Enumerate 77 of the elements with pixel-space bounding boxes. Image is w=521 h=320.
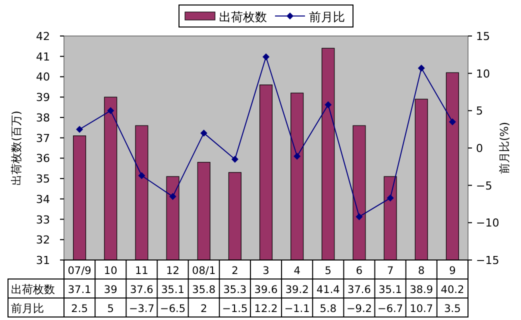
y-tick-label: 40 — [36, 70, 50, 84]
y-tick-label: 42 — [36, 30, 50, 43]
y2-tick-label: −10 — [476, 216, 500, 230]
point — [356, 213, 363, 220]
legend-label: 前月比 — [309, 10, 345, 24]
point — [231, 156, 238, 163]
x-tick-label: 11 — [135, 265, 148, 277]
y2-tick-label: −15 — [476, 254, 500, 267]
data-label: 5 — [107, 303, 114, 315]
point — [448, 118, 456, 126]
x-tick-label: 7 — [386, 265, 394, 277]
y-tick-label: 38 — [36, 111, 50, 124]
y-tick-label: 41 — [36, 50, 50, 64]
data-label: 39.2 — [285, 284, 309, 296]
point — [169, 193, 176, 200]
x-tick-label: 12 — [166, 265, 180, 277]
y-tick-label: 36 — [36, 152, 50, 166]
y-tick-label: 35 — [36, 172, 50, 186]
point — [294, 152, 301, 160]
x-tick-label: 6 — [356, 265, 363, 277]
data-label: −6.7 — [378, 303, 404, 315]
data-label: 39 — [104, 284, 118, 296]
x-tick-label: 3 — [262, 265, 270, 277]
x-tick-label: 08/1 — [192, 265, 216, 277]
data-label: −6.5 — [160, 303, 186, 315]
y2-axis-title: 前月比(%) — [498, 122, 511, 174]
point — [107, 107, 114, 114]
data-label: 35.8 — [192, 284, 216, 296]
x-tick-label: 9 — [449, 265, 456, 277]
data-label: −1.5 — [222, 303, 248, 315]
data-label: 2 — [200, 303, 208, 315]
y-tick-label: 33 — [36, 213, 50, 226]
y2-tick-label: −5 — [476, 179, 492, 192]
data-label: 41.4 — [316, 284, 340, 296]
point — [76, 126, 84, 133]
point — [138, 172, 146, 180]
text: 前月比 — [11, 302, 44, 315]
data-label: 37.6 — [348, 284, 372, 296]
data-label: −3.7 — [128, 303, 154, 315]
x-tick-label: 10 — [104, 265, 118, 277]
text: 出荷枚数 — [11, 283, 55, 296]
y-tick-label: 32 — [36, 234, 50, 247]
y2-tick-label: 15 — [476, 30, 490, 43]
y-axis-title: 出荷枚数(百万) — [10, 110, 23, 186]
data-label: 35.1 — [378, 284, 402, 296]
data-label: 5.8 — [320, 303, 337, 315]
x-tick-label: 07/9 — [68, 265, 92, 277]
x-tick-label: 5 — [324, 265, 332, 277]
point — [200, 130, 208, 137]
y2-tick-label: 10 — [476, 67, 490, 80]
x-tick-label: 2 — [232, 265, 238, 277]
y-tick-label: 34 — [36, 192, 50, 206]
data-label: 12.2 — [254, 303, 278, 315]
y2-tick-label: 5 — [476, 104, 483, 118]
data-label: 35.1 — [161, 284, 184, 296]
data-label: 38.9 — [410, 284, 434, 296]
data-label: 3.5 — [444, 303, 461, 315]
data-label: −9.2 — [346, 303, 372, 315]
data-label: 2.5 — [71, 303, 88, 315]
y2-tick-label: 0 — [476, 142, 483, 155]
data-label: 40.2 — [440, 284, 464, 296]
data-label: 37.6 — [130, 284, 154, 296]
x-tick-label: 8 — [418, 265, 425, 277]
data-label: 39.6 — [254, 284, 278, 296]
x-tick-label: 4 — [294, 265, 301, 277]
data-label: −1.1 — [284, 303, 310, 315]
y-tick-label: 31 — [36, 254, 50, 267]
data-label: 10.7 — [410, 303, 434, 315]
data-label: 35.3 — [223, 284, 247, 296]
point — [386, 194, 394, 202]
data-label: 37.1 — [68, 284, 92, 296]
legend-label: 出荷枚数 — [219, 10, 267, 24]
point — [262, 53, 270, 60]
point — [418, 64, 425, 72]
y-tick-label: 39 — [36, 91, 50, 104]
y-tick-label: 37 — [36, 132, 50, 145]
point — [324, 101, 332, 108]
